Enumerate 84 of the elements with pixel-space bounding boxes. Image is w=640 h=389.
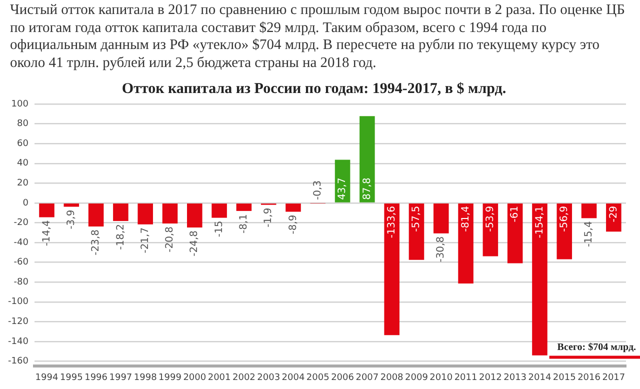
chart-title: Отток капитала из России по годам: 1994-2017, в $ млрд. [122, 80, 506, 97]
y-tick-label: 100 [11, 99, 29, 110]
bar [162, 204, 178, 224]
chart-subtitle: Чистый отток капитала в 2017 по сравнению с прошлым годом вырос почти в 2 раза. По оценке ЦБ по итогам года отток капитала составит $29 млрд. Таким образом, всего с 1994 года по официальным данным из РФ «утекло» $704 млрд. В пересчете на рубли по текущему курсу это около 41 трлн. рублей или 2,5 бюджета страны на 2018 год. [9, 1, 626, 72]
data-label: -3,9 [66, 210, 77, 230]
x-tick-label: 1997 [109, 372, 132, 383]
annotation: Всего: $704 млрд. [557, 342, 636, 353]
data-label: -29 [608, 206, 620, 222]
x-tick-label: 2002 [232, 372, 256, 383]
data-label: -30,8 [436, 236, 447, 262]
bar [64, 204, 80, 207]
data-label: -8,1 [238, 214, 250, 234]
y-tick-label: 40 [16, 158, 29, 169]
y-tick-label: -100 [8, 297, 29, 308]
x-tick-label: 2013 [504, 372, 527, 383]
x-tick-label: 1994 [35, 372, 58, 383]
x-tick-label: 2004 [282, 372, 305, 383]
bar [236, 204, 252, 211]
data-label: -21,7 [140, 227, 151, 254]
x-tick-label: 2003 [257, 372, 280, 383]
data-label: -8,9 [288, 214, 299, 234]
y-tick-label: 60 [16, 138, 29, 149]
data-label: -56,9 [558, 206, 570, 232]
data-label: -0,3 [312, 180, 324, 200]
y-tick-label: -140 [8, 336, 29, 347]
x-tick-label: 2010 [430, 372, 453, 383]
x-tick-label: 1998 [134, 372, 158, 383]
x-tick-label: 2016 [578, 372, 601, 383]
data-label: -15,4 [584, 221, 595, 248]
x-tick-label: 2000 [183, 372, 206, 383]
bar [286, 204, 301, 212]
data-label: -24,8 [189, 230, 200, 256]
x-tick-label: 2015 [552, 372, 576, 383]
data-label: -20,8 [164, 226, 176, 252]
data-label: -23,8 [90, 229, 102, 256]
bar [113, 204, 128, 221]
y-tick-label: 0 [22, 198, 29, 208]
bar [88, 204, 104, 226]
y-tick-label: -40 [14, 238, 29, 248]
x-tick-label: 2005 [306, 372, 330, 383]
y-tick-label: -120 [8, 317, 29, 328]
bar [360, 116, 375, 202]
x-tick-label: 2009 [405, 372, 428, 383]
bar [556, 204, 572, 260]
x-tick-label: 2012 [478, 372, 502, 383]
bar [433, 204, 449, 234]
x-tick-label: 1996 [84, 372, 108, 383]
y-tick-label: 80 [16, 119, 29, 130]
data-label: -133,6 [386, 206, 398, 238]
y-tick-label: -160 [8, 356, 29, 367]
data-label: -154,1 [534, 206, 546, 238]
x-tick-label: 1995 [60, 372, 83, 383]
data-label: -15 [214, 220, 225, 238]
x-tick-label: 1999 [158, 372, 182, 383]
data-label: -57,5 [411, 206, 422, 232]
bar [408, 204, 424, 260]
y-tick-label: -60 [14, 258, 29, 268]
bar [532, 204, 548, 356]
bar [187, 204, 202, 228]
y-tick-label: -80 [14, 277, 29, 288]
data-label: -14,4 [41, 220, 52, 246]
data-label: -1,9 [263, 208, 274, 228]
x-tick-label: 2006 [331, 372, 354, 383]
data-label: 43,7 [337, 178, 348, 200]
bar [212, 204, 227, 218]
y-tick-label: 20 [16, 178, 29, 188]
x-tick-label: 2011 [454, 372, 478, 383]
data-label: 87,8 [362, 178, 373, 200]
bar [458, 204, 474, 284]
data-label: -53,9 [485, 206, 496, 232]
bar [507, 204, 523, 264]
x-tick-label: 2014 [528, 372, 552, 383]
x-tick-label: 2007 [356, 372, 379, 383]
bar [39, 204, 54, 218]
bar [581, 204, 597, 218]
x-tick-label: 2008 [380, 372, 404, 383]
x-tick-label: 2017 [602, 372, 626, 383]
y-tick-label: -20 [14, 218, 29, 228]
bar [384, 204, 400, 336]
bar [138, 204, 153, 224]
data-label: -61 [510, 206, 521, 222]
data-label: -18,2 [115, 224, 126, 250]
x-tick-label: 2001 [208, 372, 231, 383]
data-label: -81,4 [460, 206, 472, 232]
